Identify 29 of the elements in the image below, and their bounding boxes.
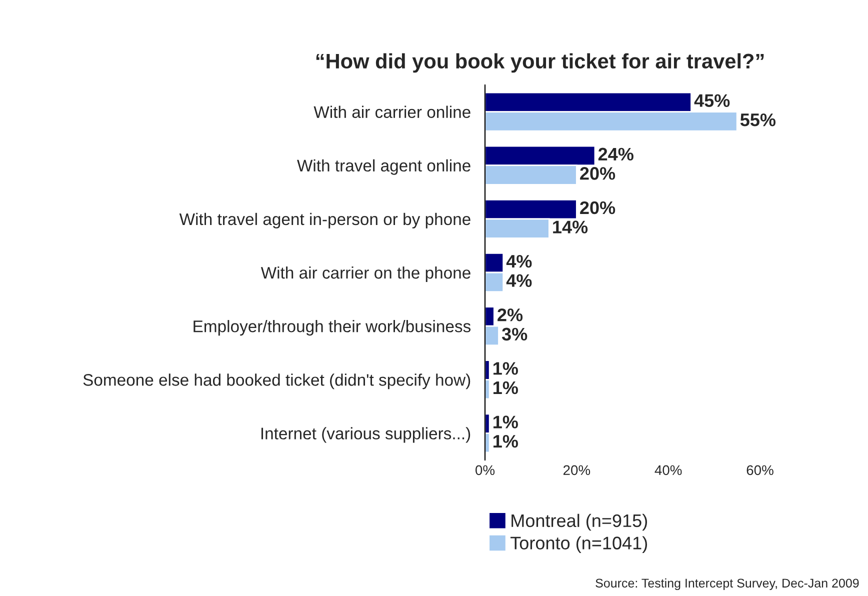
x-tick-label: 60% <box>746 465 774 476</box>
y-tick-label: Someone else had booked ticket (didn't specify how) <box>83 374 470 390</box>
y-tick-label: With air carrier on the phone <box>260 266 470 282</box>
y-tick-label: Employer/through their work/business <box>194 320 471 336</box>
data-label: 3% <box>502 328 528 341</box>
y-tick-label: With air carrier online <box>314 106 470 118</box>
data-label: 4% <box>506 274 532 287</box>
data-label: 24% <box>598 148 634 161</box>
y-tick-label: Internet (various suppliers...) <box>261 427 470 443</box>
source-note: Source: Testing Intercept Survey, Dec-Jan 2009 <box>596 578 859 590</box>
chart-title: “How did you book your ticket for air travel?” <box>316 53 764 73</box>
data-label: 20% <box>580 201 616 214</box>
x-tick-label: 40% <box>654 465 682 476</box>
data-label: 45% <box>694 94 730 107</box>
data-label: 55% <box>740 114 776 126</box>
data-label: 1% <box>494 362 518 375</box>
data-label: 1% <box>494 434 518 448</box>
legend-label: Montreal (n=915) <box>512 514 647 531</box>
y-tick-label: With travel agent in-person or by phone <box>179 212 470 228</box>
data-label: 1% <box>494 381 518 394</box>
x-tick-label: 20% <box>563 465 590 476</box>
data-label: 2% <box>498 308 523 322</box>
data-label: 1% <box>494 416 518 428</box>
x-tick-label: 0% <box>476 465 495 476</box>
y-tick-label: With travel agent online <box>297 159 470 175</box>
legend-label: Toronto (n=1041) <box>510 536 647 554</box>
data-label: 20% <box>580 167 616 180</box>
data-label: 14% <box>553 220 588 234</box>
data-label: 4% <box>506 254 532 268</box>
